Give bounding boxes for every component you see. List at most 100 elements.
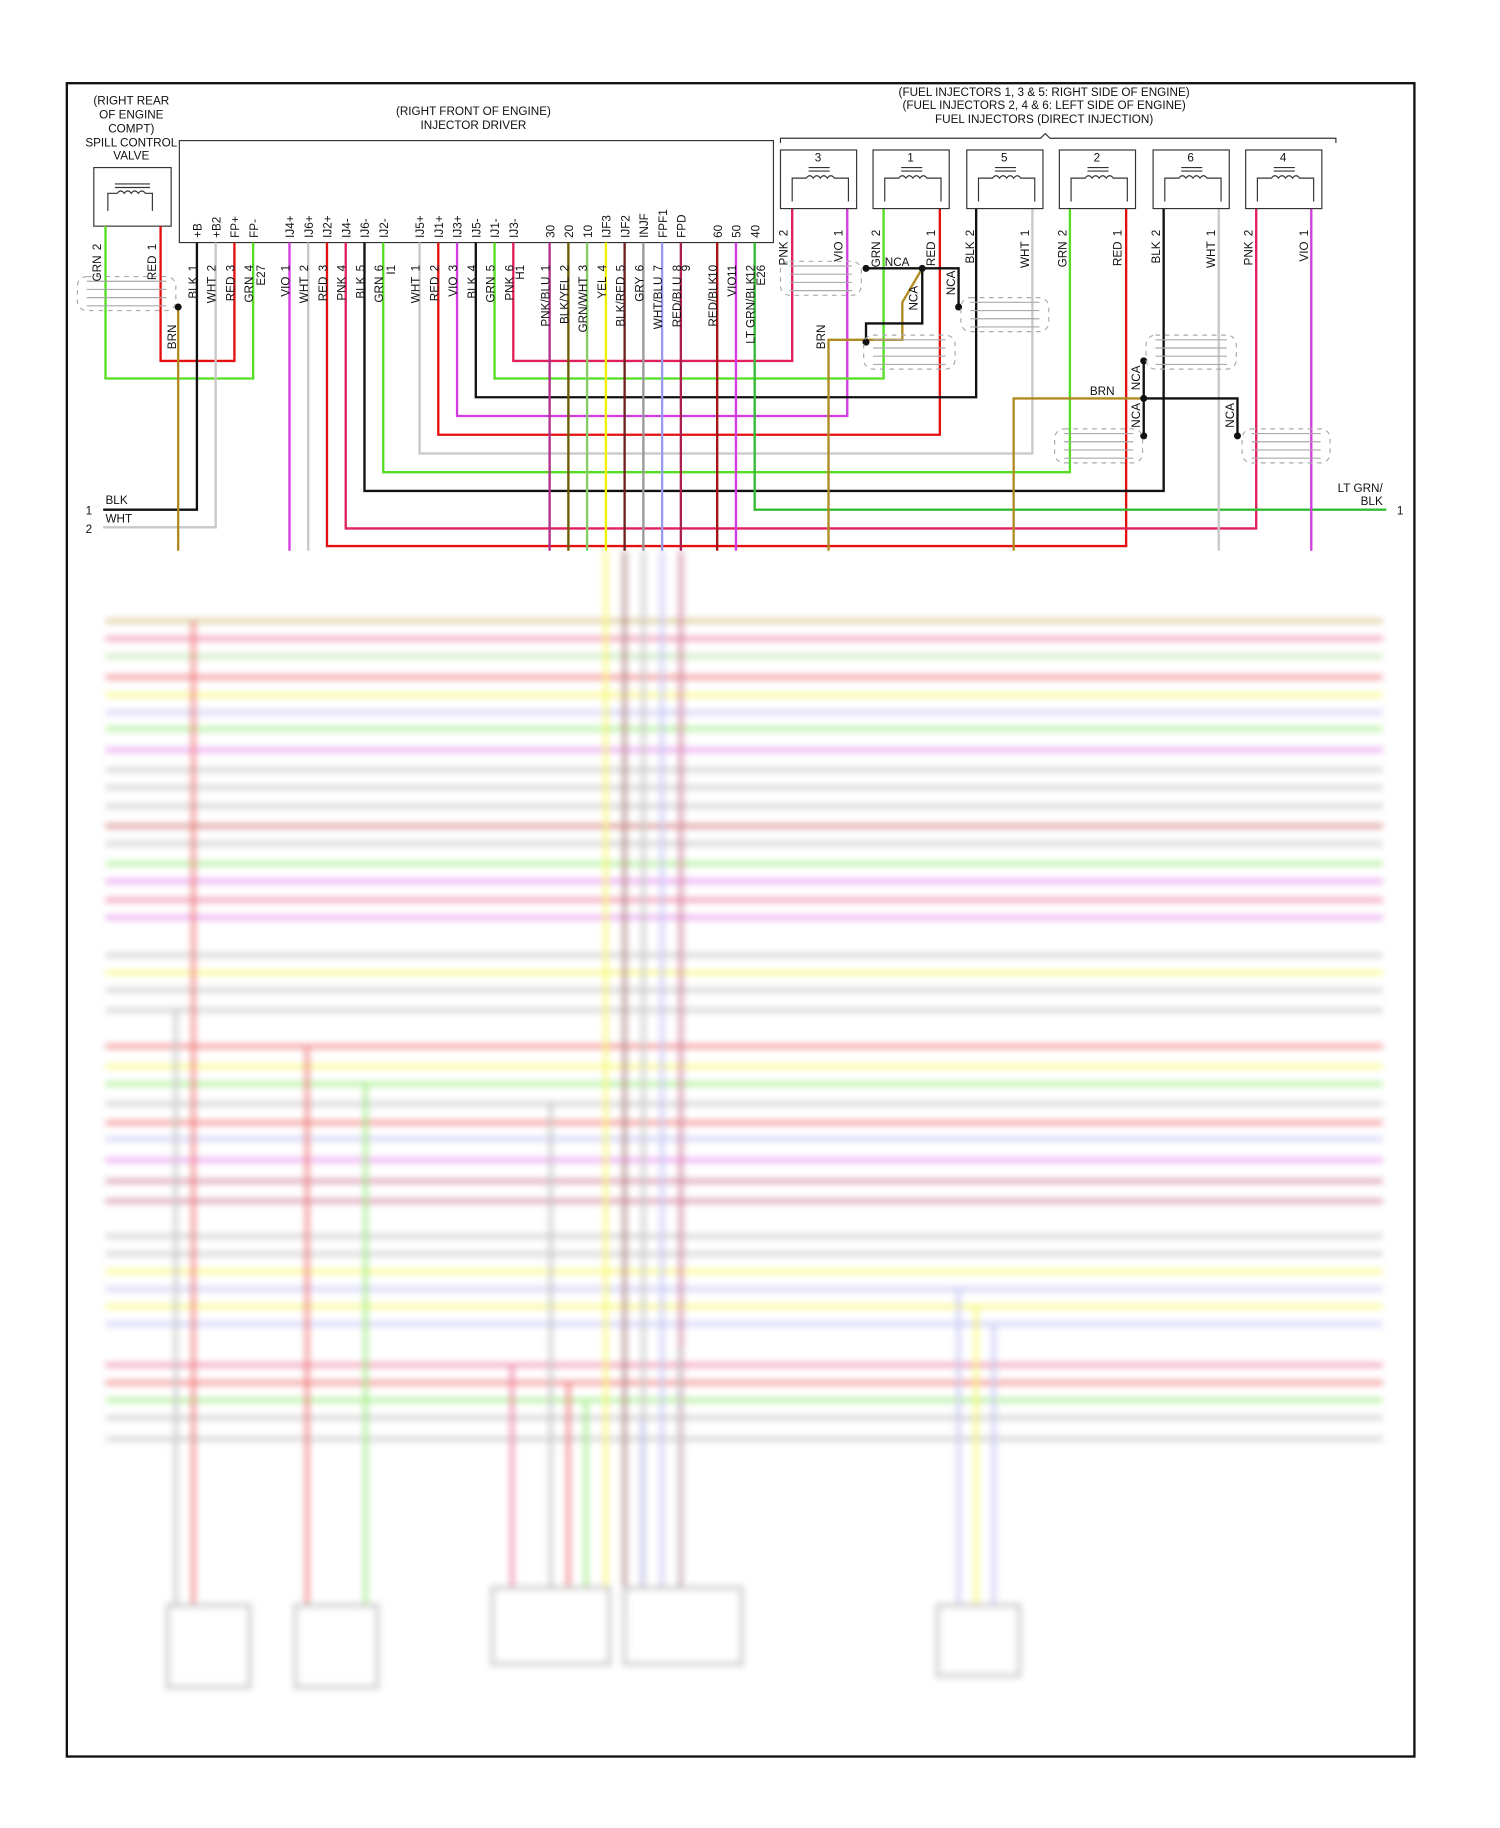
wire-ij1p	[437, 208, 942, 436]
injector-group-brace	[779, 132, 1337, 143]
driver-wire-pin: 12	[745, 265, 758, 278]
driver-wire-color: BLK/RED	[615, 277, 628, 327]
blurred-sensor	[490, 1586, 612, 1666]
driver-wire-color: PNK	[503, 276, 516, 300]
splice-dot	[1140, 357, 1148, 365]
spill-valve-box	[93, 166, 172, 227]
driver-pin-label: 50	[731, 224, 744, 238]
driver-wire-pin: 6	[373, 265, 386, 272]
injector-wire-pin: 1	[833, 230, 846, 237]
driver-pin-label: +B2	[210, 217, 223, 238]
diagram-border	[65, 82, 1416, 1758]
driver-wire-color: GRY	[633, 276, 646, 301]
driver-pin-label: IJ1+	[433, 215, 446, 238]
spill-valve-title: SPILL CONTROL	[85, 136, 177, 149]
driver-wire-pin: 3	[447, 265, 460, 272]
driver-pin-label: IJ3-	[508, 218, 521, 238]
fuel-injectors-title: (FUEL INJECTORS 2, 4 & 6: LEFT SIDE OF E…	[902, 99, 1185, 112]
driver-wire-color: BLK	[466, 276, 479, 298]
driver-wire-pin: 3	[317, 265, 330, 272]
fuel-injector-6	[1152, 149, 1230, 210]
driver-wire-color: RED/BLU	[671, 277, 684, 328]
wire-ij6m	[363, 208, 1165, 493]
left-connector-color: BLK	[106, 494, 128, 507]
injector-number: 4	[1280, 152, 1287, 165]
driver-wire-pin: 10	[707, 264, 720, 278]
injector-number: 6	[1187, 152, 1194, 165]
spill-valve-title: OF ENGINE	[99, 108, 164, 121]
shield-icon	[863, 334, 956, 370]
injector-wire-pin: 2	[964, 230, 977, 237]
injector-number: 5	[1001, 152, 1008, 165]
driver-pin-label: 60	[712, 224, 725, 238]
driver-pin-label: FPF1	[657, 209, 670, 238]
spill-wire-pin: 1	[146, 244, 159, 251]
driver-wire-pin: 11	[726, 265, 739, 277]
shield-icon	[76, 275, 177, 312]
injector-coil-icon	[884, 166, 942, 202]
driver-wire-color: RED/BLK	[707, 276, 720, 326]
driver-pin-label: 30	[544, 224, 557, 238]
fuel-injectors-title: (FUEL INJECTORS 1, 3 & 5: RIGHT SIDE OF …	[899, 86, 1190, 99]
driver-wire-pin: 2	[206, 265, 219, 272]
injector-wire-pin: 2	[1243, 230, 1256, 237]
spill-wire-color: RED	[146, 255, 159, 280]
driver-pin-label: IJ6+	[303, 215, 316, 238]
splice-dot	[1140, 394, 1148, 402]
right-connector-pin: 1	[1397, 504, 1404, 517]
fuel-injector-2	[1058, 149, 1137, 210]
driver-wire-color: LT GRN/BLK	[745, 276, 758, 343]
driver-pin-label: INJF	[638, 213, 651, 238]
injector-coil-icon	[791, 166, 850, 202]
driver-pin-label: IJF3	[601, 215, 614, 238]
driver-wire-pin: 6	[633, 265, 646, 272]
right-connector-color: LT GRN/	[1338, 482, 1384, 495]
driver-wire-color: RED	[428, 277, 441, 302]
driver-wire-color: WHT	[410, 277, 423, 304]
blurred-sensor	[935, 1603, 1022, 1678]
driver-pin-label: IJ3+	[452, 215, 465, 238]
injector-wire-color: PNK	[777, 241, 790, 265]
nca-label: NCA	[908, 286, 921, 311]
splice-dot	[918, 264, 926, 272]
injector-wire-color: BLK	[1150, 241, 1163, 263]
driver-pin-label: IJ2+	[322, 215, 335, 238]
injector-driver-title: INJECTOR DRIVER	[421, 119, 527, 132]
driver-pin-label: IJ5-	[470, 218, 483, 238]
nca-label: NCA	[1130, 365, 1143, 390]
driver-wire-pin: 2	[428, 265, 441, 272]
driver-pin-label: 20	[563, 224, 576, 238]
spill-valve-title: VALVE	[113, 149, 149, 162]
injector-wire-color: BLK	[964, 241, 977, 263]
wire-ij2m	[382, 208, 1072, 474]
driver-wire-color: YEL	[596, 276, 609, 299]
driver-wire-pin: 1	[410, 265, 423, 272]
injector-coil-icon	[1256, 166, 1315, 202]
driver-wire-color: VIO	[279, 277, 292, 297]
injector-wire-color: WHT	[1205, 241, 1218, 268]
drain-wire-label: BRN	[166, 324, 179, 349]
fuel-injector-3	[779, 149, 858, 210]
driver-wire-pin: 7	[652, 265, 665, 272]
wire-spill-grn	[104, 226, 255, 380]
splice-dot	[1140, 432, 1148, 440]
fuel-injector-5	[966, 149, 1044, 210]
wire-ij1m	[493, 208, 885, 380]
blurred-sensor	[293, 1603, 380, 1690]
spill-valve-title: COMPT)	[108, 122, 154, 135]
injector-wire-pin: 2	[870, 230, 883, 237]
driver-wire-pin: 3	[577, 265, 590, 272]
driver-wire-color: BLK/YEL	[558, 276, 571, 324]
driver-wire-color: GRN	[373, 277, 386, 303]
injector-wire-color: WHT	[1019, 241, 1032, 268]
injector-wire-color: VIO	[833, 241, 846, 261]
driver-wire-color: BLK	[354, 276, 367, 298]
spill-control-valve	[93, 166, 172, 227]
driver-wire-color: GRN	[243, 277, 256, 303]
blurred-sensor	[165, 1603, 252, 1690]
injector-wire-color: RED	[925, 241, 938, 266]
injector-number: 2	[1094, 152, 1101, 165]
wire-nca-2	[864, 268, 924, 343]
driver-wire-color: VIO	[726, 277, 739, 297]
